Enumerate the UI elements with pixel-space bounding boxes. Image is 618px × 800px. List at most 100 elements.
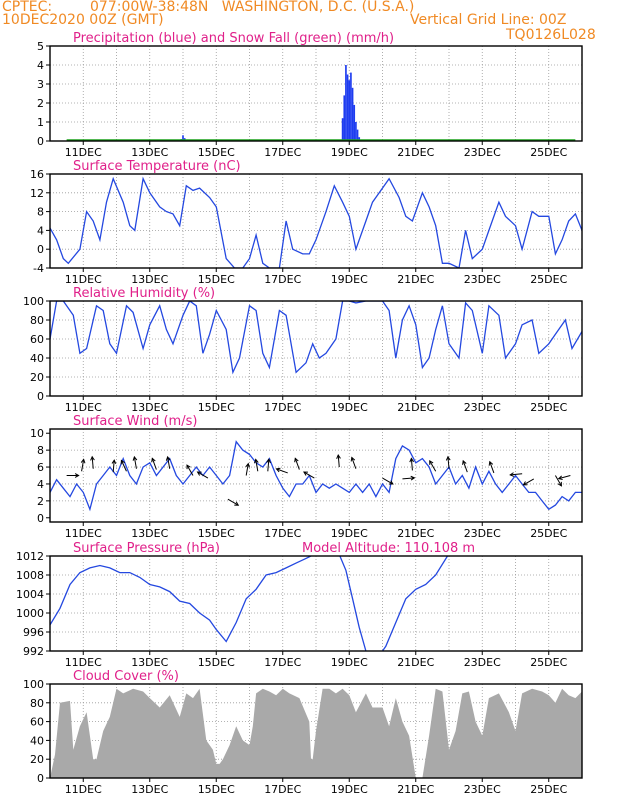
y-tick-label: 80 [30, 314, 44, 327]
y-tick-label: 1000 [16, 607, 44, 620]
wind-arrow [196, 471, 209, 479]
panel-frame [49, 300, 583, 397]
y-tick-label: 4 [37, 224, 44, 237]
x-tick-label: 19DEC [331, 401, 368, 414]
y-tick-label: 5 [37, 40, 44, 53]
wind-arrow [245, 462, 251, 476]
x-tick-label: 19DEC [331, 783, 368, 796]
y-tick-label: 8 [37, 206, 44, 219]
panel-frame [49, 45, 583, 142]
wind-arrow [186, 464, 194, 476]
wind-arrow [111, 459, 117, 473]
x-tick-label: 15DEC [198, 146, 235, 159]
x-tick-label: 25DEC [530, 146, 567, 159]
x-tick-label: 25DEC [530, 527, 567, 540]
y-tick-label: 2 [37, 495, 44, 508]
precip-panel: 0 1 2 3 4 5 11DEC 13DEC 15DEC 17DEC 19DEC 21DEC 23DE… [37, 31, 583, 159]
y-tick-label: 992 [23, 645, 44, 658]
panel-frame [49, 173, 583, 269]
wind-arrow [522, 478, 535, 486]
y-tick-label: 12 [30, 187, 44, 200]
chart-title: Surface Pressure (hPa) [73, 541, 220, 556]
precip-bar [346, 74, 349, 141]
precip-bar [341, 118, 344, 141]
wind-arrow [266, 458, 271, 472]
wind-arrow [303, 471, 315, 479]
y-tick-label: 8 [37, 444, 44, 457]
wind-arrow [409, 457, 415, 471]
y-tick-label: 60 [30, 716, 44, 729]
y-tick-label: 3 [37, 78, 44, 91]
pressure-panel: 992 996 1000 1004 1008 1012 11DEC 13DEC 15DEC 17D… [16, 541, 583, 669]
x-tick-label: 21DEC [397, 783, 434, 796]
x-tick-label: 13DEC [131, 527, 168, 540]
x-tick-label: 23DEC [464, 401, 501, 414]
precip-bar [358, 137, 361, 141]
x-tick-label: 23DEC [464, 656, 501, 669]
x-tick-label: 21DEC [397, 273, 434, 286]
x-tick-label: 17DEC [264, 401, 301, 414]
y-tick-label: 4 [37, 478, 44, 491]
x-tick-label: 11DEC [65, 401, 102, 414]
precip-bar [182, 135, 184, 141]
precip-bar [356, 129, 359, 141]
y-tick-label: -4 [33, 262, 44, 275]
wind-arrow [509, 472, 523, 477]
x-tick-label: 11DEC [65, 273, 102, 286]
x-tick-label: 19DEC [331, 273, 368, 286]
header-location: 077:00W-38:48N WASHINGTON, D.C. (U.S.A.) [90, 0, 415, 15]
chart-title: Relative Humidity (%) [73, 286, 215, 301]
x-tick-label: 19DEC [331, 527, 368, 540]
precip-bar [351, 87, 354, 141]
y-tick-label: 0 [37, 772, 44, 785]
cloud-cover-area [50, 688, 582, 778]
x-tick-label: 11DEC [65, 146, 102, 159]
y-tick-label: 0 [37, 243, 44, 256]
pressure-plot-area [50, 556, 449, 651]
precip-bar [353, 104, 356, 141]
cloud-panel: 0 20 40 60 80 100 11DEC 13DEC 15DEC 17DEC 19DEC 21D… [23, 669, 583, 796]
y-tick-label: 6 [37, 461, 44, 474]
x-tick-label: 17DEC [264, 146, 301, 159]
wind-arrow [382, 477, 394, 485]
panel-frame [49, 555, 583, 652]
x-tick-label: 21DEC [397, 656, 434, 669]
header-grid-note: Vertical Grid Line: 00Z [410, 12, 567, 28]
y-tick-label: 1 [37, 116, 44, 129]
temperature-panel: -4 0 4 8 12 16 11DEC 13DEC 15DEC 17DEC 19DEC 21DEC 2… [30, 159, 583, 286]
x-tick-label: 19DEC [331, 656, 368, 669]
wind-arrow [165, 455, 171, 469]
precip-bar [355, 122, 357, 141]
x-tick-label: 15DEC [198, 656, 235, 669]
wind-arrow [66, 473, 80, 478]
panel-frame [49, 683, 583, 779]
humidity-series-line [50, 301, 582, 375]
wind-arrow [294, 457, 300, 470]
x-tick-label: 15DEC [198, 783, 235, 796]
y-tick-label: 1012 [16, 550, 44, 563]
y-tick-label: 996 [23, 626, 44, 639]
x-tick-label: 25DEC [530, 783, 567, 796]
precip-bar [350, 72, 352, 141]
temperature-series-line [50, 176, 582, 268]
y-tick-label: 0 [37, 135, 44, 148]
wind-arrow [429, 459, 437, 472]
x-tick-label: 15DEC [198, 527, 235, 540]
x-tick-label: 21DEC [397, 146, 434, 159]
wind-arrow [80, 458, 86, 472]
wind-arrow [350, 456, 357, 469]
header-init-time: 10DEC2020 00Z (GMT) [2, 12, 164, 28]
wind-arrow [445, 455, 451, 469]
x-tick-label: 23DEC [464, 783, 501, 796]
wind-arrow [90, 455, 95, 469]
x-tick-label: 25DEC [530, 656, 567, 669]
chart-annotation: Model Altitude: 110.108 m [302, 541, 475, 556]
wind-plot-area [50, 440, 582, 512]
wind-arrow [227, 498, 240, 506]
panel-frame [49, 428, 583, 523]
x-tick-label: 23DEC [464, 146, 501, 159]
x-tick-label: 15DEC [198, 273, 235, 286]
chart-title: Precipitation (blue) and Snow Fall (gree… [73, 31, 394, 46]
y-tick-label: 20 [30, 753, 44, 766]
